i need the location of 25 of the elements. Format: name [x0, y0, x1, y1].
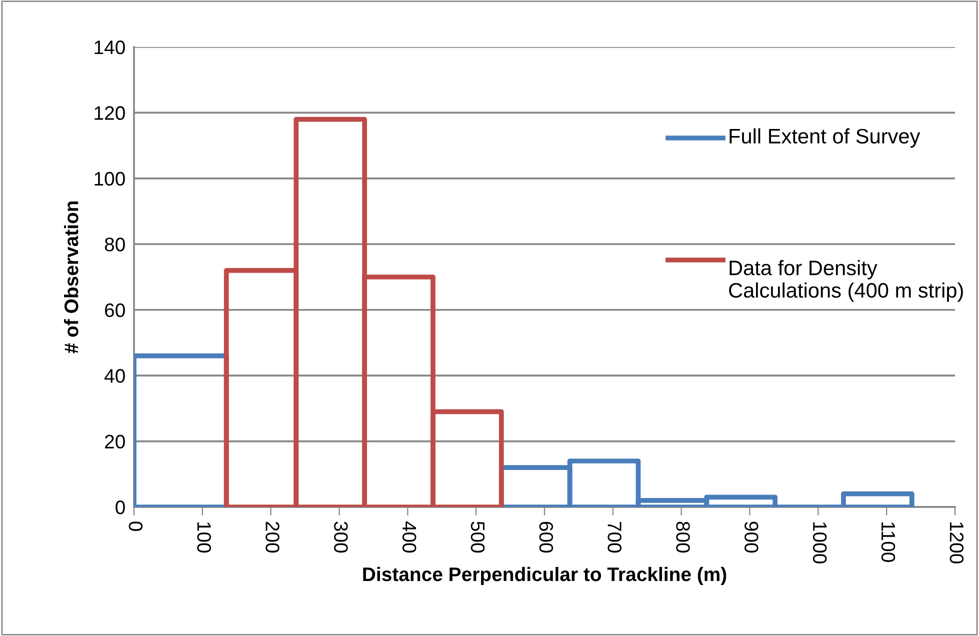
y-tick-label: 140 [94, 40, 125, 54]
x-tick-label: 0 [128, 522, 143, 531]
x-tick-label: 400 [402, 521, 416, 553]
x-tick-label: 500 [470, 522, 485, 553]
y-tick-label: 0 [116, 500, 125, 514]
y-tick-label: 20 [105, 434, 125, 449]
x-tick-label: 900 [744, 522, 758, 553]
x-tick-label: 1200 [950, 522, 964, 564]
x-tick-label: 1100 [881, 522, 896, 562]
x-tick-label: 800 [676, 522, 690, 553]
x-axis-title: Distance Perpendicular to Trackline (m) [363, 566, 726, 586]
y-tick-label: 60 [105, 303, 125, 318]
x-tick-label: 700 [608, 522, 622, 553]
y-axis-title: # of Observation [64, 201, 78, 354]
x-tick-label: 300 [334, 522, 348, 553]
y-tick-label: 100 [94, 172, 125, 186]
legend-label: Full Extent of Survey [730, 128, 920, 148]
x-tick-label: 600 [539, 522, 554, 553]
legend-label: Data for Density Calculations (400 m strip) [729, 260, 963, 302]
x-tick-label: 1000 [812, 522, 827, 564]
y-tick-label: 120 [94, 106, 125, 120]
y-tick-label: 80 [104, 238, 125, 252]
y-tick-label: 40 [104, 369, 125, 383]
x-tick-label: 100 [197, 522, 211, 553]
x-tick-label: 200 [266, 522, 280, 553]
